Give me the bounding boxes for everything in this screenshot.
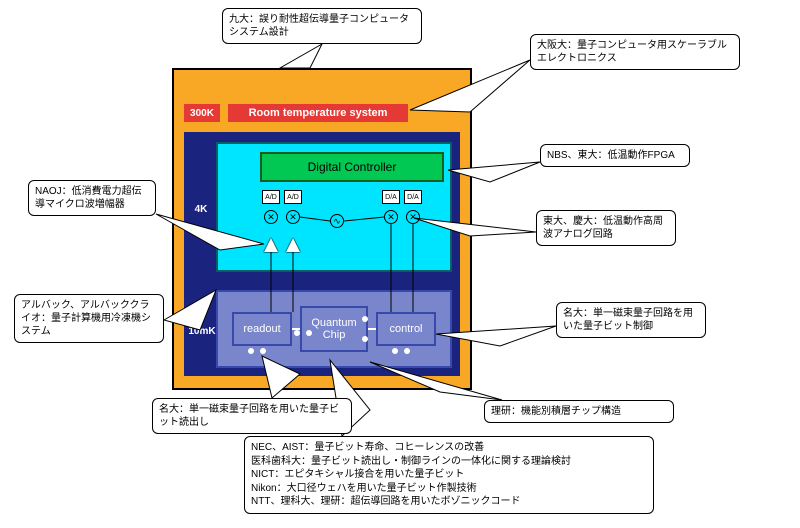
callout-osaka: 大阪大：量子コンピュータ用スケーラブルエレクトロニクス <box>530 34 740 70</box>
readout-block: readout <box>232 312 292 346</box>
callout-bottom-multi: NEC、AIST：量子ビット寿命、コヒーレンスの改善医科歯科大：量子ビット読出し… <box>244 436 654 514</box>
ad-converter: A/D <box>284 190 302 204</box>
room-temperature-system: Room temperature system <box>228 104 408 122</box>
mixer-icon <box>384 210 398 224</box>
qchip-line1: Quantum <box>311 317 356 329</box>
amplifier-icon <box>264 238 278 252</box>
readout-dots <box>248 348 266 354</box>
digital-controller: Digital Controller <box>260 152 444 182</box>
da-converter: D/A <box>404 190 422 204</box>
ad-converter: A/D <box>262 190 280 204</box>
mixer-icon <box>264 210 278 224</box>
amplifier-icon <box>286 238 300 252</box>
control-block: control <box>376 312 436 346</box>
qchip-line2: Chip <box>323 329 346 341</box>
label-300k: 300K <box>184 104 220 122</box>
callout-nagoya-control: 名大：単一磁束量子回路を用いた量子ビット制御 <box>556 302 706 338</box>
mixer-icon <box>406 210 420 224</box>
callout-kyushu: 九大：誤り耐性超伝導量子コンピュータシステム設計 <box>222 8 422 44</box>
callout-fpga: NBS、東大：低温動作FPGA <box>540 144 690 167</box>
callout-analog: 東大、慶大：低温動作高周波アナログ回路 <box>536 210 676 246</box>
qchip-right-dots <box>362 316 368 342</box>
control-dots <box>392 348 410 354</box>
label-4k: 4K <box>190 202 212 216</box>
label-10mk: 10mK <box>188 324 216 338</box>
mixer-icon <box>286 210 300 224</box>
callout-nagoya-readout: 名大：単一磁束量子回路を用いた量子ビット読出し <box>152 398 352 434</box>
oscillator-icon: ∿ <box>330 214 344 228</box>
callout-ulvac: アルバック、アルバッククライオ：量子計算機用冷凍機システム <box>14 294 164 343</box>
qchip-left-dots <box>294 330 312 336</box>
callout-riken: 理研：機能別積層チップ構造 <box>484 400 674 423</box>
callout-naoj: NAOJ：低消費電力超伝導マイクロ波増幅器 <box>28 180 156 216</box>
quantum-chip-block: Quantum Chip <box>300 306 368 352</box>
da-converter: D/A <box>382 190 400 204</box>
